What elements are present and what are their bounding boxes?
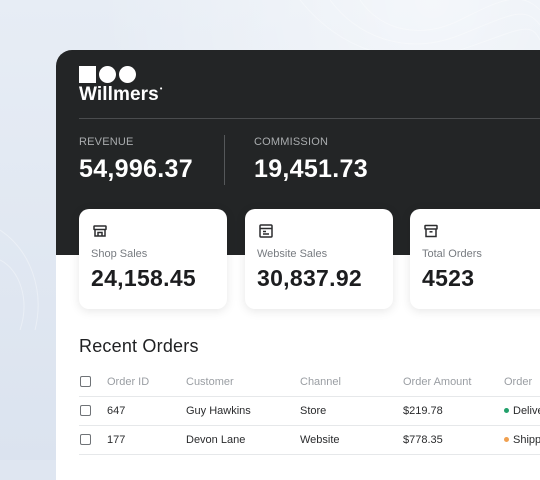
table-header-row: Order ID Customer Channel Order Amount O… <box>79 368 540 397</box>
logo-square <box>79 66 96 83</box>
logo-circle <box>119 66 136 83</box>
logo-circle <box>99 66 116 83</box>
stat-label: Total Orders <box>422 248 482 260</box>
customer-name: Guy Hawkins <box>186 405 251 417</box>
stat-value: 30,837.92 <box>257 265 363 291</box>
browser-window-icon <box>259 224 273 238</box>
revenue-value: 54,996.37 <box>79 155 193 183</box>
header-divider <box>79 118 540 119</box>
revenue-metric: REVENUE 54,996.37 <box>79 136 193 184</box>
stat-card-shop-sales[interactable]: Shop Sales 24,158.45 <box>79 209 227 309</box>
stat-value: 24,158.45 <box>91 265 197 291</box>
stat-value: 4523 <box>422 265 475 291</box>
row-checkbox[interactable] <box>80 434 91 445</box>
order-status: Shipp <box>504 434 540 446</box>
customer-name: Devon Lane <box>186 434 246 446</box>
commission-label: COMMISSION <box>254 136 329 148</box>
stat-card-website-sales[interactable]: Website Sales 30,837.92 <box>245 209 393 309</box>
brand-mark: • <box>159 86 163 93</box>
recent-orders-title: Recent Orders <box>79 336 199 356</box>
column-header-order-status[interactable]: Order <box>504 376 533 388</box>
column-header-customer[interactable]: Customer <box>186 376 234 388</box>
status-text: Shipp <box>513 434 540 446</box>
commission-metric: COMMISSION 19,451.73 <box>254 136 368 184</box>
logo-mark <box>79 66 162 83</box>
table-row[interactable]: 177 Devon Lane Website $778.35 Shipp <box>79 426 540 455</box>
select-all-checkbox[interactable] <box>80 376 91 387</box>
order-channel: Store <box>300 405 327 417</box>
commission-value: 19,451.73 <box>254 155 368 183</box>
table-row[interactable]: 647 Guy Hawkins Store $219.78 Delive <box>79 397 540 426</box>
revenue-label: REVENUE <box>79 136 134 148</box>
order-amount: $219.78 <box>403 405 443 417</box>
stat-label: Website Sales <box>257 248 328 260</box>
order-id: 177 <box>107 434 126 446</box>
stat-label: Shop Sales <box>91 248 148 260</box>
willmers-logo: Willmers• <box>79 66 162 106</box>
brand-name: Willmers <box>79 84 159 105</box>
order-id: 647 <box>107 405 126 417</box>
order-amount: $778.35 <box>403 434 443 446</box>
metric-separator <box>224 135 225 185</box>
status-text: Delive <box>513 405 540 417</box>
logo-wordmark: Willmers• <box>79 84 162 106</box>
status-dot <box>504 436 509 442</box>
recent-orders-table: Order ID Customer Channel Order Amount O… <box>79 368 540 455</box>
column-header-order-id[interactable]: Order ID <box>107 376 150 388</box>
order-channel: Website <box>300 434 340 446</box>
column-header-channel[interactable]: Channel <box>300 376 341 388</box>
column-header-order-amount[interactable]: Order Amount <box>403 376 472 388</box>
order-status: Delive <box>504 405 540 417</box>
dashboard-card: Willmers• REVENUE 54,996.37 COMMISSION 1… <box>56 50 540 480</box>
stat-card-total-orders[interactable]: Total Orders 4523 <box>410 209 540 309</box>
status-dot <box>504 407 509 413</box>
storefront-icon <box>93 225 107 237</box>
archive-box-icon <box>424 224 438 238</box>
row-checkbox[interactable] <box>80 405 91 416</box>
